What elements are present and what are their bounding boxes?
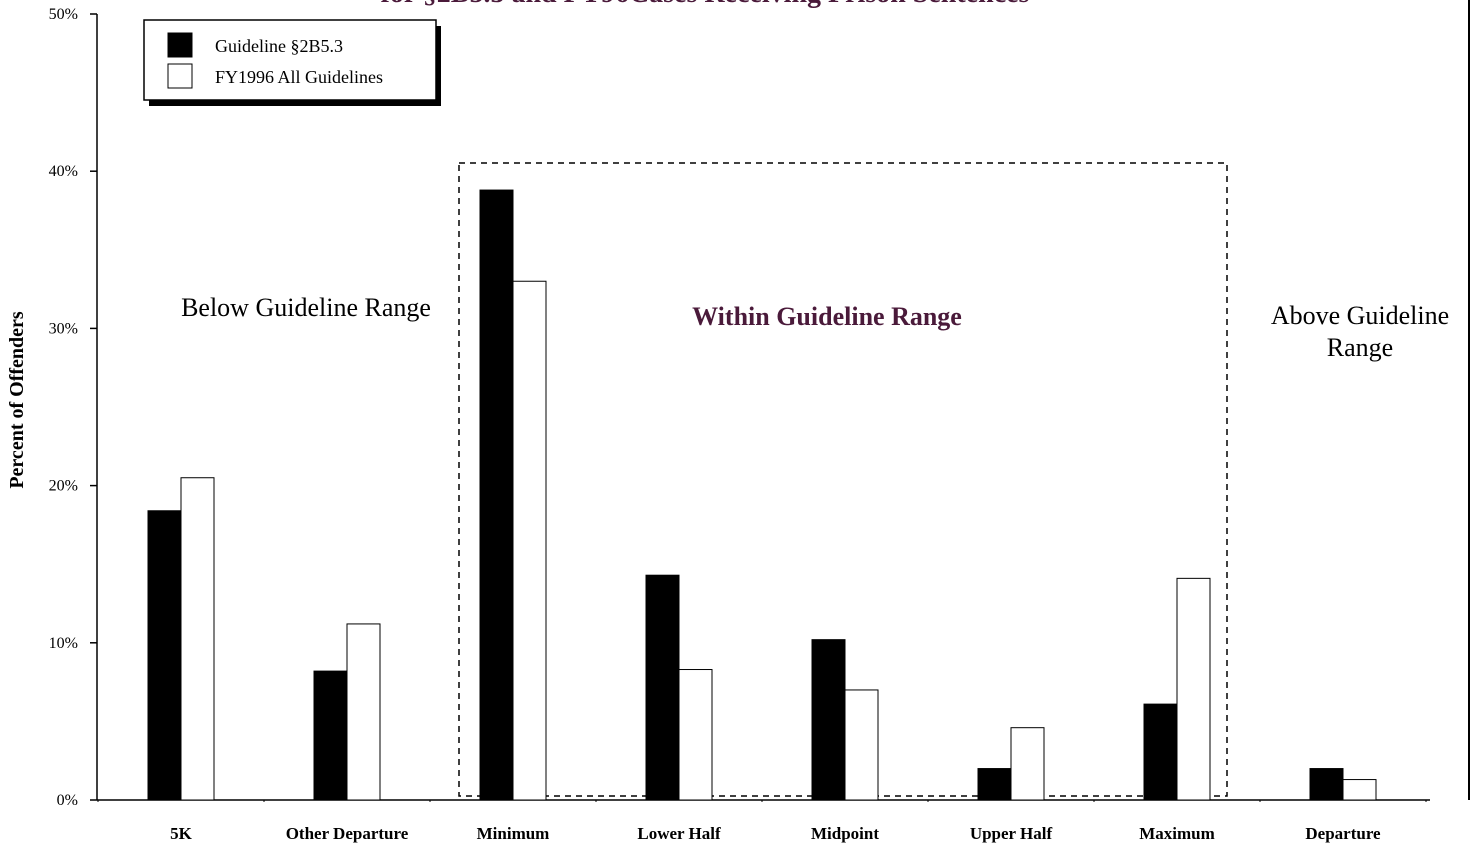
bar-fy1996-midpoint (844, 689, 879, 801)
chart-title: for §2B5.3 and FY96Cases Receiving Priso… (381, 0, 1030, 9)
y-tick-label: 50% (49, 6, 78, 23)
annotation-within-range: Within Guideline Range (692, 302, 962, 331)
y-tick-label: 40% (49, 163, 78, 180)
bar-guideline-maximum (1143, 703, 1178, 801)
x-category-label: Maximum (1139, 824, 1215, 843)
y-tick-label: 10% (49, 635, 78, 652)
x-category-label: Other Departure (286, 824, 409, 843)
bar-guideline-upper-half (977, 768, 1012, 801)
annotation-above-range-line1: Above Guideline (1271, 301, 1449, 330)
y-tick-group: 0% 10% 20% 30% 40% 50% (49, 6, 97, 809)
bar-group (147, 189, 1377, 801)
bar-guideline-minimum (479, 189, 514, 801)
legend-swatch-series-1 (167, 32, 193, 58)
y-tick-label: 20% (49, 478, 78, 495)
annotation-above-range-line2: Range (1327, 333, 1393, 362)
x-category-label: Upper Half (970, 824, 1053, 843)
legend: Guideline §2B5.3 FY1996 All Guidelines (143, 19, 441, 106)
annotation-below-range: Below Guideline Range (181, 293, 431, 322)
x-category-label: Minimum (477, 824, 550, 843)
x-label-group: 5K Other Departure Minimum Lower Half Midpoi… (170, 824, 1381, 843)
bar-fy1996-lower-half (678, 669, 713, 801)
x-category-label: 5K (170, 824, 193, 843)
legend-box (143, 19, 437, 101)
bar-guideline-departure (1309, 768, 1344, 801)
bar-fy1996-minimum (512, 280, 547, 801)
x-category-label: Departure (1305, 824, 1381, 843)
bar-fy1996-upper-half (1010, 727, 1045, 801)
bar-fy1996-maximum (1176, 577, 1211, 801)
bar-fy1996-departure (1342, 779, 1377, 801)
x-category-label: Midpoint (811, 824, 879, 843)
bar-guideline-other-departure (313, 670, 348, 801)
y-tick-label: 30% (49, 320, 78, 337)
x-tick-group (97, 800, 1427, 802)
x-category-label: Lower Half (637, 824, 721, 843)
bar-guideline-midpoint (811, 639, 846, 801)
legend-label-series-2: FY1996 All Guidelines (215, 67, 383, 87)
y-axis-label: Percent of Offenders (6, 311, 28, 489)
bar-fy1996-5k (180, 477, 215, 801)
legend-swatch-series-2 (167, 63, 193, 89)
right-frame-line (1468, 0, 1470, 800)
bar-guideline-5k (147, 510, 182, 801)
bar-guideline-lower-half (645, 574, 680, 801)
legend-label-series-1: Guideline §2B5.3 (215, 36, 343, 56)
bar-fy1996-other-departure (346, 623, 381, 801)
y-tick-label: 0% (57, 792, 78, 809)
